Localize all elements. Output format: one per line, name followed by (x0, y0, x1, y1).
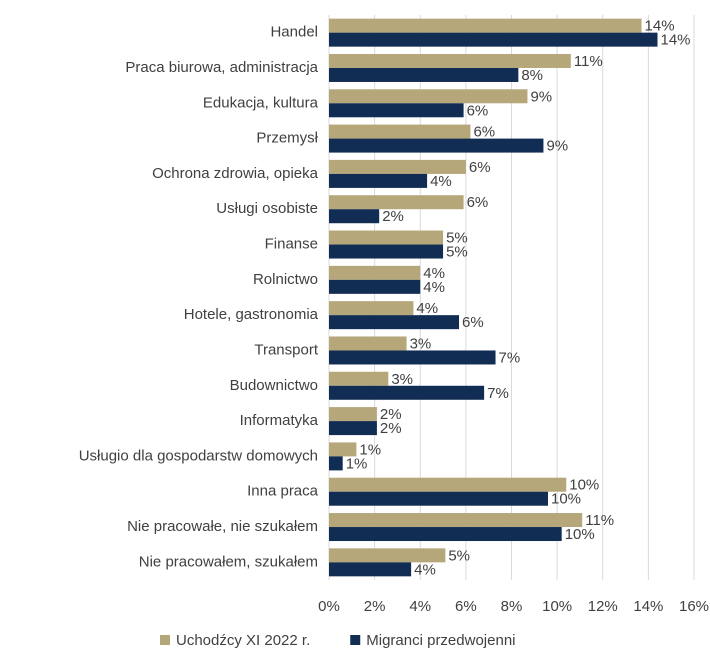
bar (329, 32, 658, 47)
data-label: 7% (499, 349, 521, 366)
x-tick-label: 8% (501, 598, 523, 615)
y-tick-label: Inna praca (247, 483, 319, 500)
data-label: 1% (346, 455, 368, 472)
bar (329, 456, 343, 471)
data-label: 2% (382, 208, 404, 225)
data-label: 6% (467, 102, 489, 119)
bar (329, 195, 464, 210)
bar (329, 103, 464, 118)
bar (329, 230, 444, 245)
x-tick-label: 0% (318, 598, 340, 615)
y-tick-label: Hotele, gastronomia (184, 306, 319, 323)
data-label: 10% (565, 526, 595, 543)
data-label: 14% (645, 18, 675, 35)
data-label: 3% (391, 371, 413, 388)
data-label: 5% (446, 230, 468, 247)
bar (329, 421, 377, 436)
data-label: 4% (416, 300, 438, 317)
bar (329, 548, 446, 563)
bar (329, 159, 466, 174)
bar (329, 279, 421, 294)
data-label: 4% (423, 265, 445, 282)
y-tick-label: Ochrona zdrowia, opieka (152, 165, 319, 182)
bar (329, 336, 407, 351)
data-label: 14% (661, 32, 691, 49)
y-tick-label: Przemysł (256, 130, 318, 147)
x-tick-label: 14% (633, 598, 663, 615)
bar (329, 407, 377, 422)
bar (329, 315, 460, 330)
bar (329, 385, 485, 400)
x-tick-label: 4% (409, 598, 431, 615)
bar (329, 138, 544, 153)
bar (329, 89, 528, 104)
bar (329, 244, 444, 259)
data-label: 9% (546, 138, 568, 155)
bar (329, 527, 562, 542)
data-label: 4% (430, 173, 452, 190)
y-tick-label: Informatyka (240, 412, 319, 429)
data-label: 6% (469, 159, 491, 176)
y-tick-label: Finanse (265, 236, 318, 253)
bar (329, 562, 412, 577)
x-tick-label: 6% (455, 598, 477, 615)
x-tick-label: 12% (588, 598, 618, 615)
y-tick-label: Nie pracowałe, nie szukałem (127, 518, 318, 535)
data-label: 9% (530, 88, 552, 105)
legend-swatch (350, 635, 361, 645)
y-tick-label: Rolnictwo (253, 271, 318, 288)
bar (329, 53, 571, 68)
bar (329, 67, 519, 82)
data-label: 4% (414, 561, 436, 578)
bar (329, 173, 428, 188)
legend-label: Uchodźcy XI 2022 r. (176, 632, 310, 649)
bar (329, 491, 548, 506)
bar (329, 350, 496, 365)
bar (329, 209, 380, 224)
bar (329, 513, 583, 528)
data-label: 10% (551, 491, 581, 508)
bar (329, 301, 414, 316)
data-label: 2% (380, 406, 402, 423)
bar (329, 371, 389, 386)
y-tick-label: Edukacja, kultura (203, 94, 319, 111)
data-label: 11% (585, 512, 614, 529)
data-label: 6% (462, 314, 484, 331)
data-label: 1% (359, 441, 381, 458)
data-label: 10% (569, 477, 599, 494)
bar (329, 265, 421, 280)
y-tick-label: Budownictwo (230, 377, 318, 394)
legend-label: Migranci przedwojenni (366, 632, 515, 649)
data-label: 7% (487, 385, 509, 402)
data-label: 11% (574, 53, 603, 70)
y-tick-label: Praca biurowa, administracja (125, 59, 318, 76)
data-label: 6% (473, 124, 495, 141)
y-tick-label: Transport (254, 341, 318, 358)
y-tick-label: Usługi osobiste (216, 200, 318, 217)
data-label: 6% (467, 194, 489, 211)
bar (329, 18, 642, 33)
x-tick-label: 10% (542, 598, 572, 615)
y-tick-label: Nie pracowałem, szukałem (139, 553, 318, 570)
y-tick-label: Handel (270, 24, 318, 41)
data-label: 4% (423, 279, 445, 296)
bar (329, 477, 567, 492)
data-label: 8% (521, 67, 543, 84)
data-label: 5% (448, 547, 470, 564)
bar (329, 442, 357, 457)
x-tick-label: 2% (364, 598, 386, 615)
y-tick-label: Usługio dla gospodarstw domowych (79, 447, 318, 464)
bar (329, 124, 471, 139)
x-tick-label: 16% (679, 598, 709, 615)
data-label: 3% (410, 335, 432, 352)
data-label: 2% (380, 420, 402, 437)
legend-swatch (160, 635, 170, 645)
data-label: 5% (446, 244, 468, 261)
